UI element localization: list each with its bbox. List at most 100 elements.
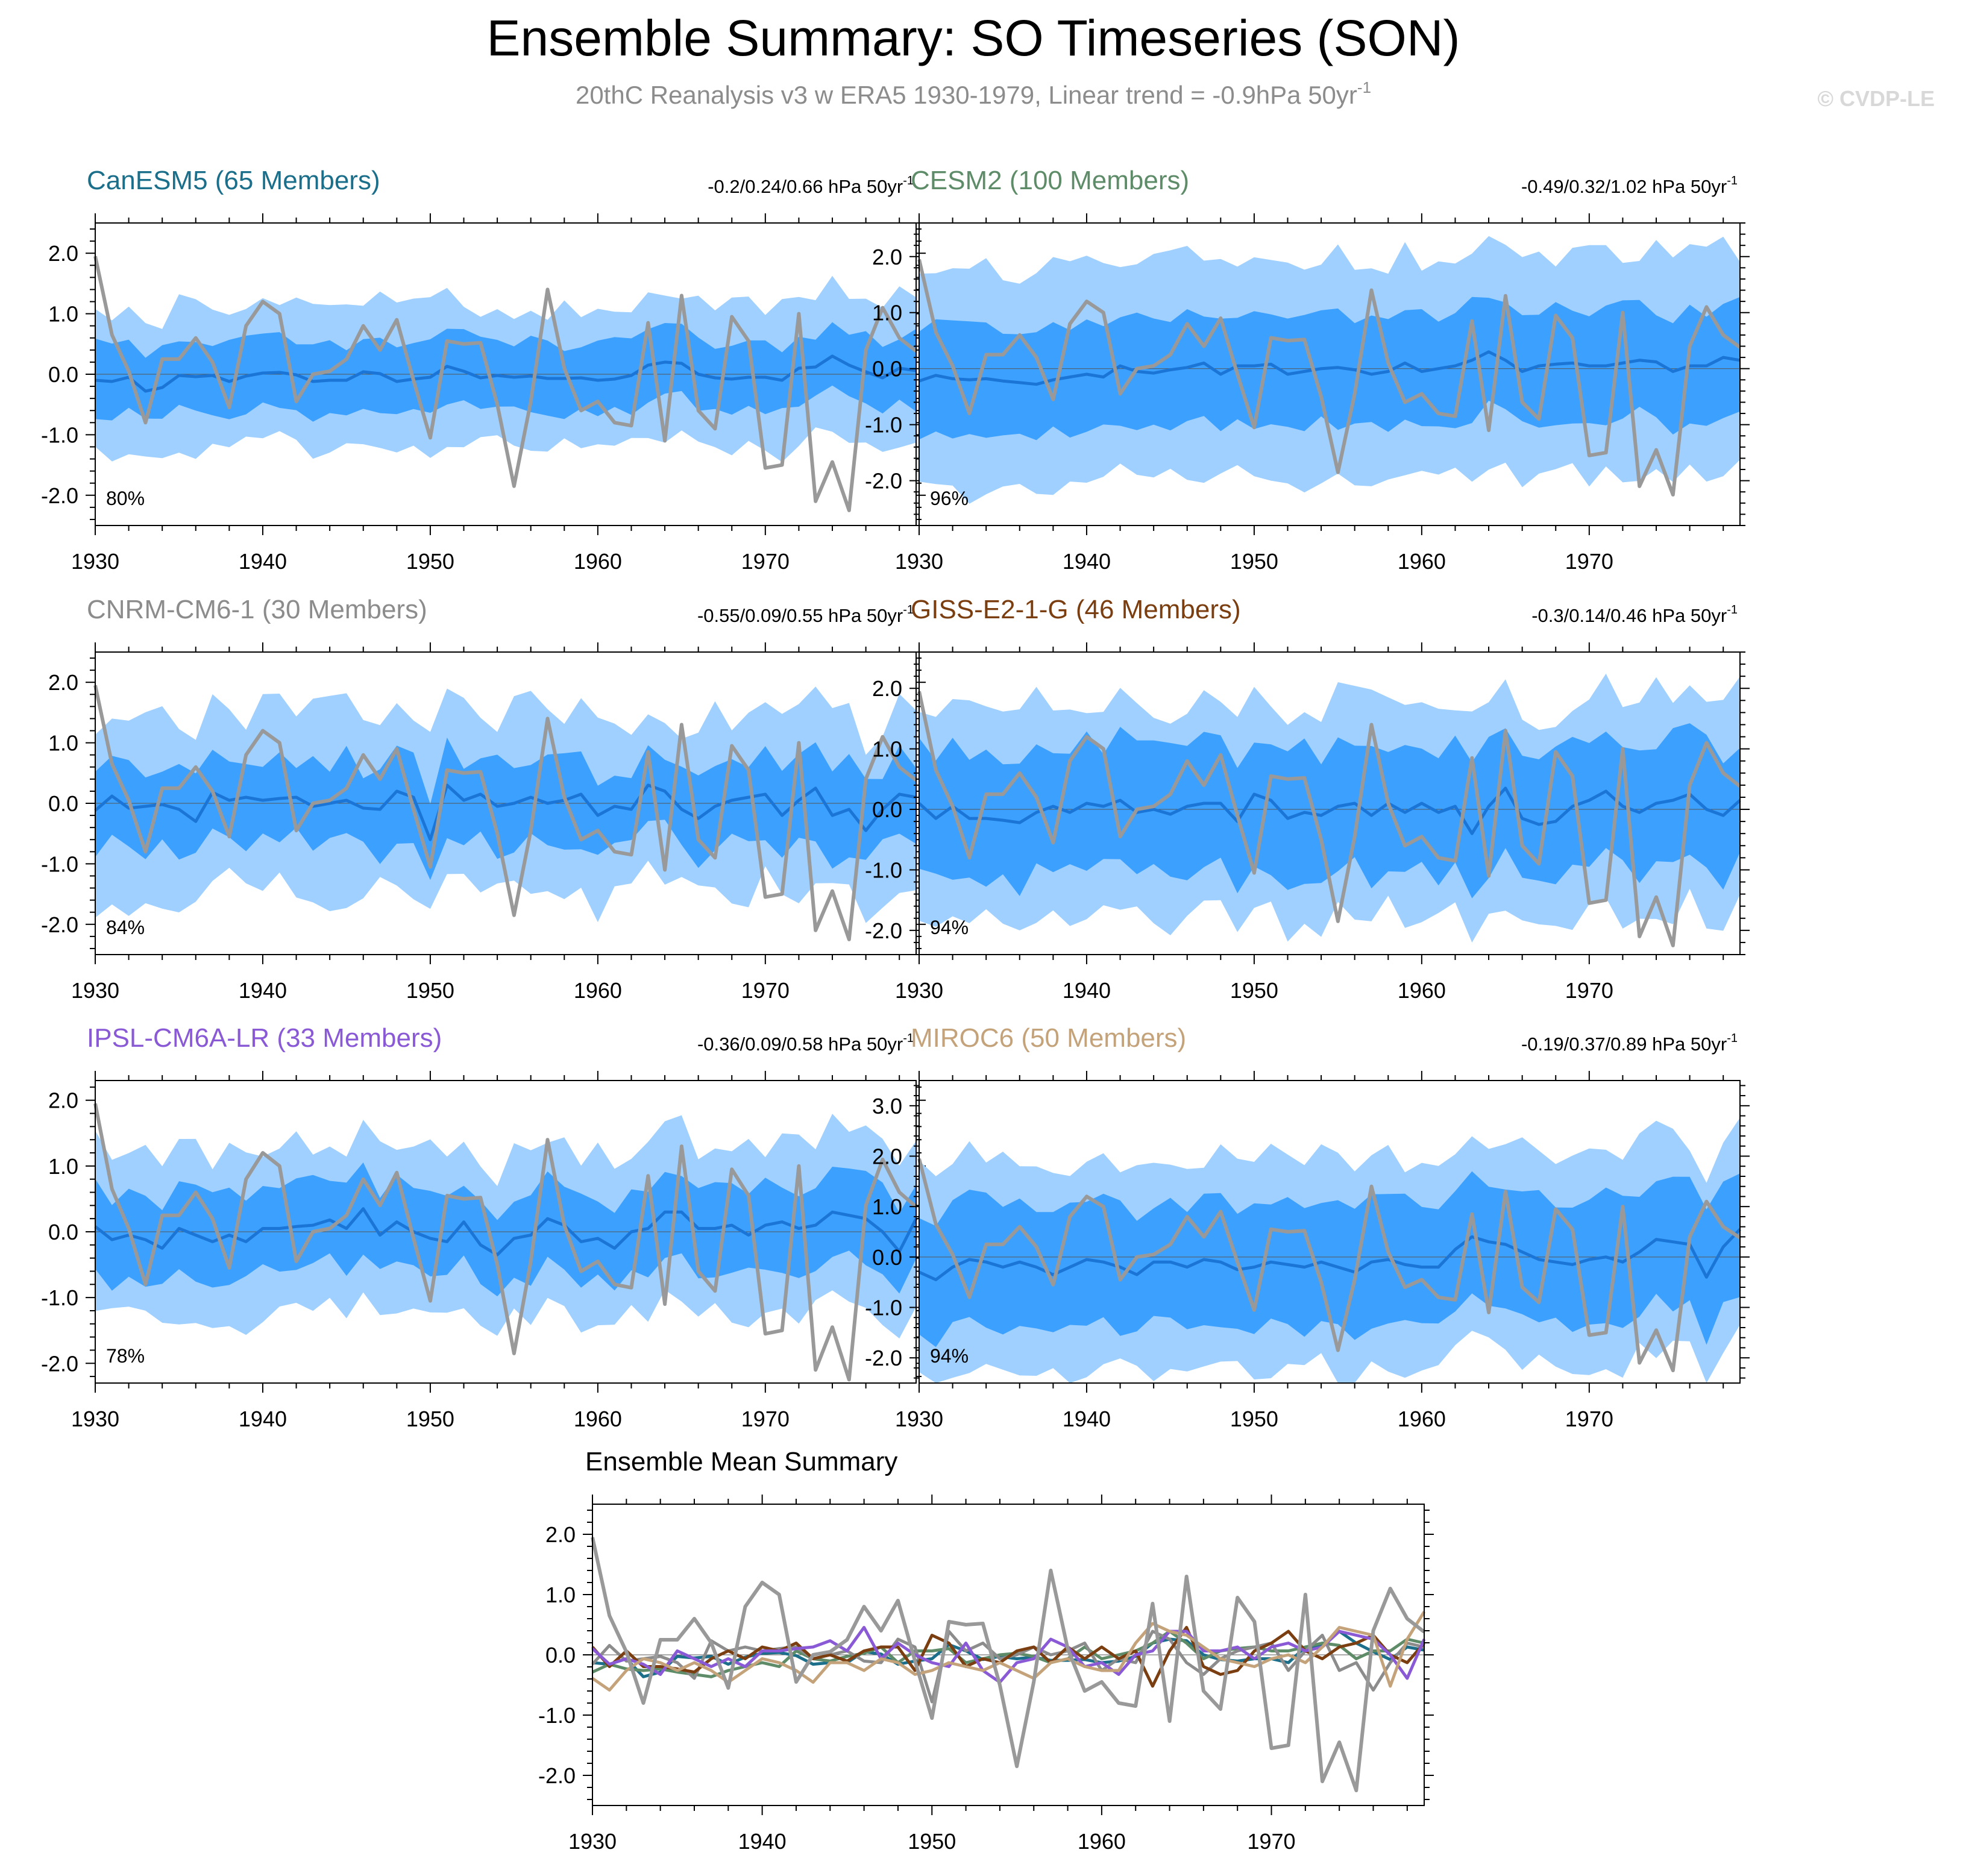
percent-label: 84%	[106, 917, 145, 938]
percent-label: 94%	[930, 917, 969, 938]
x-tick-label: 1940	[239, 1407, 287, 1431]
y-tick-label: 1.0	[545, 1583, 576, 1607]
observed-line	[917, 691, 1741, 947]
y-tick-label: 0.0	[48, 1220, 78, 1244]
y-tick-label: -2.0	[865, 1346, 902, 1370]
y-tick-label: -1.0	[865, 1296, 902, 1320]
inner-spread-band	[919, 1171, 1740, 1347]
y-tick-label: 0.0	[48, 791, 78, 816]
x-tick-label: 1950	[406, 978, 454, 1003]
y-tick-label: -1.0	[538, 1703, 576, 1728]
trend-unit-superscript: -1	[1727, 174, 1738, 187]
y-tick-label: 0.0	[48, 362, 78, 387]
trend-unit-superscript: -1	[903, 603, 914, 616]
y-tick-label: -2.0	[41, 483, 78, 508]
x-tick-label: 1970	[741, 1407, 790, 1431]
y-tick-label: 1.0	[48, 302, 78, 327]
trend-range-label: -0.3/0.14/0.46 hPa 50yr-1	[1531, 603, 1738, 626]
x-tick-label: 1930	[71, 549, 119, 574]
percent-label: 96%	[930, 488, 969, 509]
y-tick-label: 0.0	[545, 1643, 576, 1667]
percent-label: 94%	[930, 1345, 969, 1367]
panel-miroc6: 3.0 2.0 1.0 0.0 -1.0 -2.0 1930 1940 1950 1960 1970…	[865, 1023, 1750, 1431]
x-tick-label: 1930	[895, 549, 943, 574]
ensemble-mean-line	[94, 1207, 918, 1256]
plot-frame	[919, 222, 1741, 526]
x-tick-label: 1940	[1063, 978, 1111, 1003]
x-tick-label: 1930	[895, 978, 943, 1003]
y-tick-label: -2.0	[538, 1763, 576, 1788]
y-tick-label: 2.0	[872, 676, 902, 701]
ensemble-mean-line	[94, 783, 917, 841]
panel-title: CanESM5 (65 Members)	[87, 166, 380, 195]
y-tick-label: 0.0	[872, 357, 902, 381]
y-tick-label: -1.0	[41, 422, 78, 447]
x-tick-label: 1940	[738, 1829, 787, 1854]
y-tick-label: -2.0	[865, 918, 902, 943]
trend-range-label: -0.19/0.37/0.89 hPa 50yr-1	[1521, 1032, 1738, 1055]
x-tick-label: 1970	[1565, 978, 1613, 1003]
panel-title: GISS-E2-1-G (46 Members)	[911, 595, 1241, 624]
y-tick-label: -1.0	[41, 1285, 78, 1310]
y-tick-label: 2.0	[872, 1144, 902, 1169]
panel-cesm2: 2.0 1.0 0.0 -1.0 -2.0 1930 1940 1950 1960 1970 CES…	[865, 166, 1750, 574]
panel-title: IPSL-CM6A-LR (33 Members)	[87, 1023, 442, 1053]
inner-spread-band	[95, 1162, 916, 1297]
trend-range-values: -0.55/0.09/0.55 hPa 50yr	[697, 605, 903, 626]
inner-spread-band	[95, 737, 916, 880]
trend-unit-superscript: -1	[1727, 1032, 1738, 1045]
x-tick-label: 1960	[1398, 549, 1446, 574]
x-tick-label: 1940	[239, 978, 287, 1003]
x-tick-label: 1930	[71, 978, 119, 1003]
figure-subtitle: 20thC Reanalysis v3 w ERA5 1930-1979, Li…	[576, 78, 1371, 109]
y-tick-label: -2.0	[41, 1351, 78, 1376]
trend-range-label: -0.55/0.09/0.55 hPa 50yr-1	[697, 603, 914, 626]
x-tick-label: 1970	[1247, 1829, 1295, 1854]
trend-range-label: -0.49/0.32/1.02 hPa 50yr-1	[1521, 174, 1738, 197]
x-tick-label: 1960	[574, 1407, 622, 1431]
y-tick-label: -2.0	[41, 912, 78, 937]
percent-label: 78%	[106, 1345, 145, 1367]
x-tick-label: 1950	[908, 1829, 956, 1854]
trend-range-label: -0.2/0.24/0.66 hPa 50yr-1	[708, 174, 914, 197]
y-tick-label: -1.0	[865, 413, 902, 438]
y-tick-label: 2.0	[48, 241, 78, 266]
x-tick-label: 1950	[406, 1407, 454, 1431]
x-tick-label: 1940	[239, 549, 287, 574]
x-tick-label: 1950	[1230, 1407, 1278, 1431]
observed-line	[591, 1537, 1425, 1792]
ensemble-mean-line	[95, 354, 917, 393]
figure-title: Ensemble Summary: SO Timeseries (SON)	[486, 10, 1460, 66]
panel-ipsl-cm6a-lr: 2.0 1.0 0.0 -1.0 -2.0 1930 1940 1950 1960 1970 IPS…	[41, 1023, 926, 1431]
y-tick-label: 1.0	[872, 301, 902, 325]
y-tick-label: 2.0	[872, 245, 902, 269]
observed-line	[917, 259, 1741, 497]
observed-line	[93, 685, 917, 941]
subtitle-superscript: -1	[1357, 78, 1371, 96]
y-tick-label: 3.0	[872, 1094, 902, 1118]
trend-unit-superscript: -1	[1727, 603, 1738, 616]
x-tick-label: 1950	[406, 549, 454, 574]
panel-ensemble-mean-summary: 2.0 1.0 0.0 -1.0 -2.0 1930 1940 1950 1960 1970 Ens…	[538, 1447, 1434, 1854]
x-tick-label: 1960	[1078, 1829, 1126, 1854]
observed-line	[917, 1158, 1741, 1373]
trend-unit-superscript: -1	[903, 1032, 914, 1045]
y-tick-label: -1.0	[41, 852, 78, 876]
y-tick-label: 1.0	[872, 1194, 902, 1219]
panel-title: Ensemble Mean Summary	[585, 1447, 897, 1476]
y-tick-label: 0.0	[872, 797, 902, 822]
panel-title: MIROC6 (50 Members)	[911, 1023, 1186, 1053]
y-tick-label: 2.0	[48, 1088, 78, 1113]
y-tick-label: -2.0	[865, 469, 902, 494]
y-tick-label: 2.0	[545, 1522, 576, 1547]
observed-line	[93, 1103, 917, 1382]
x-tick-label: 1960	[574, 978, 622, 1003]
subtitle-main: 20thC Reanalysis v3 w ERA5 1930-1979, Li…	[576, 81, 1357, 109]
trend-range-values: -0.19/0.37/0.89 hPa 50yr	[1521, 1034, 1727, 1055]
y-tick-label: -1.0	[865, 858, 902, 882]
model-mean-line	[591, 1626, 1425, 1688]
panel-title: CNRM-CM6-1 (30 Members)	[87, 595, 427, 624]
x-tick-label: 1940	[1063, 549, 1111, 574]
panel-cnrm-cm6-1: 2.0 1.0 0.0 -1.0 -2.0 1930 1940 1950 1960 1970 CNR…	[41, 595, 926, 1003]
y-tick-label: 1.0	[48, 731, 78, 756]
